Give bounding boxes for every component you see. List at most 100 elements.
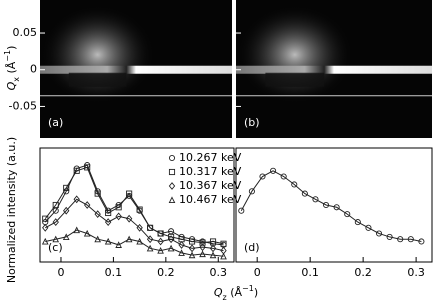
axis-title: Qz (Å−1): [214, 284, 258, 302]
point: [178, 249, 185, 256]
point: [270, 167, 277, 174]
y-tick-label: 0.05: [13, 26, 38, 39]
point: [301, 190, 308, 197]
point: [147, 224, 154, 231]
point: [125, 235, 133, 243]
axis-title-part: ): [5, 46, 18, 50]
point: [84, 201, 91, 209]
point: [63, 184, 70, 191]
point: [189, 238, 196, 245]
point: [157, 230, 164, 237]
panel-label: (d): [244, 241, 260, 254]
axis-title-part: (Å: [227, 286, 243, 299]
series-line: [44, 164, 224, 246]
series-line: [240, 170, 422, 242]
point: [73, 226, 81, 234]
point: [41, 237, 49, 245]
y-tick-label: -0.05: [9, 99, 37, 112]
axis-title: Qx (Å−1): [3, 46, 21, 91]
image-glow: [40, 4, 156, 105]
point: [312, 196, 319, 203]
point: [125, 214, 133, 223]
point: [354, 219, 361, 226]
point: [73, 167, 80, 174]
point: [104, 237, 112, 245]
point: [280, 173, 287, 180]
point: [42, 215, 49, 222]
point: [84, 164, 91, 171]
x-tick-label: 0.1: [301, 266, 319, 279]
image-dark: [265, 72, 325, 87]
point: [104, 218, 112, 227]
axis-title-part: (Å: [5, 61, 18, 77]
legend-label: 10.467 keV: [179, 193, 242, 206]
point: [397, 236, 404, 243]
point: [168, 168, 176, 176]
point: [115, 241, 122, 248]
image-band: [236, 65, 432, 74]
axis-title-part: Q: [5, 81, 18, 90]
point: [168, 154, 176, 162]
point: [323, 201, 330, 209]
x-tick-label: 0: [254, 266, 261, 279]
point: [115, 212, 122, 221]
x-tick-label: 0.3: [407, 266, 425, 279]
point: [126, 190, 133, 197]
point: [209, 251, 217, 259]
point: [344, 211, 351, 218]
point: [73, 195, 80, 204]
point: [83, 229, 91, 237]
point: [178, 240, 185, 249]
point: [418, 238, 425, 245]
point: [259, 173, 266, 180]
axis-title-part: Q: [214, 286, 223, 299]
series-line: [45, 198, 224, 252]
image-dark: [68, 72, 127, 87]
point: [157, 237, 164, 246]
point: [220, 240, 227, 247]
plot-frame: [235, 147, 433, 263]
point: [238, 207, 245, 214]
point: [52, 207, 59, 214]
y-tick-label: 0: [30, 63, 37, 76]
plot-frame: [39, 147, 235, 263]
axis-title-part: ): [254, 286, 258, 299]
axis-title-part: x: [12, 77, 21, 82]
point: [136, 223, 143, 232]
x-tick-label: 0.2: [157, 266, 175, 279]
point: [167, 235, 175, 244]
point: [167, 244, 175, 252]
point: [291, 181, 298, 188]
point: [199, 250, 206, 258]
legend-label: 10.317 keV: [179, 165, 242, 178]
axis-title-part: z: [223, 293, 227, 302]
point: [62, 233, 70, 240]
x-tick-label: 0.1: [105, 266, 123, 279]
panel-label: (c): [48, 241, 63, 254]
point: [333, 204, 340, 211]
point: [115, 204, 122, 211]
point: [52, 218, 59, 227]
image-glow: [235, 4, 354, 105]
point: [94, 235, 102, 243]
point: [365, 224, 372, 231]
point: [188, 251, 196, 259]
point: [188, 244, 196, 253]
point: [407, 236, 414, 243]
point: [105, 209, 112, 217]
point: [157, 246, 164, 254]
legend-label: 10.267 keV: [179, 151, 242, 164]
point: [199, 239, 206, 246]
point: [94, 190, 101, 197]
x-tick-label: 0.2: [354, 266, 372, 279]
point: [63, 206, 70, 215]
point: [375, 230, 383, 237]
point: [386, 233, 393, 240]
panel-label: (b): [244, 116, 260, 129]
x-tick-label: 0.3: [210, 266, 228, 279]
point: [168, 196, 176, 204]
image-band: [40, 65, 232, 74]
point: [52, 235, 60, 243]
point: [94, 210, 101, 219]
